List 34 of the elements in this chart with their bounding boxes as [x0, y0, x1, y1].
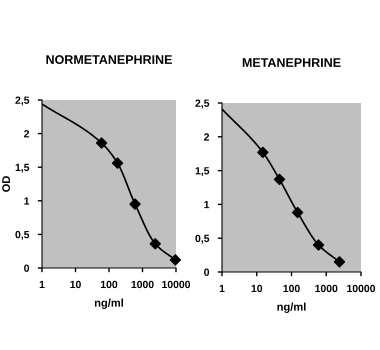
x-tick-label: 1000 [315, 284, 338, 292]
y-tick-label: 1,5 [16, 164, 30, 173]
x-tick-label: 10000 [347, 284, 376, 292]
x-tick-label: 10 [70, 280, 81, 288]
x-tick-label: 10000 [162, 280, 190, 288]
x-tick-label: 1000 [132, 280, 154, 288]
y-tick-label: 0 [24, 264, 30, 272]
y-tick-label: 1 [204, 201, 210, 208]
point [170, 254, 182, 266]
x-tick-label: 100 [100, 280, 118, 288]
point [112, 157, 124, 169]
y-tick-label: 1,5 [196, 167, 210, 176]
y-tick-label: 0,5 [15, 230, 30, 240]
x-axis-title: ng/ml [277, 302, 306, 313]
y-tick-label: 0,5 [195, 234, 210, 244]
y-tick-label: 2 [204, 133, 210, 141]
y-tick-label: 1 [24, 197, 30, 205]
y-tick-label: 2 [24, 130, 30, 138]
chart-title: METANEPHRINE [242, 58, 341, 67]
y-axis-title: OD [2, 176, 10, 192]
point [129, 198, 141, 210]
point [150, 238, 161, 250]
point [334, 256, 346, 268]
point [274, 174, 286, 186]
chart-title: NORMETANEPHRINE [46, 55, 172, 64]
x-tick-label: 10 [252, 284, 262, 292]
x-tick-label: 1 [40, 280, 45, 288]
y-tick-label: 2,5 [195, 100, 210, 108]
y-tick-label: 2,5 [15, 96, 30, 106]
x-tick-label: 1 [220, 284, 225, 292]
y-tick-label: 0 [204, 268, 210, 276]
x-tick-label: 100 [283, 284, 300, 292]
x-axis-title: ng/ml [94, 298, 124, 309]
point [312, 239, 324, 251]
